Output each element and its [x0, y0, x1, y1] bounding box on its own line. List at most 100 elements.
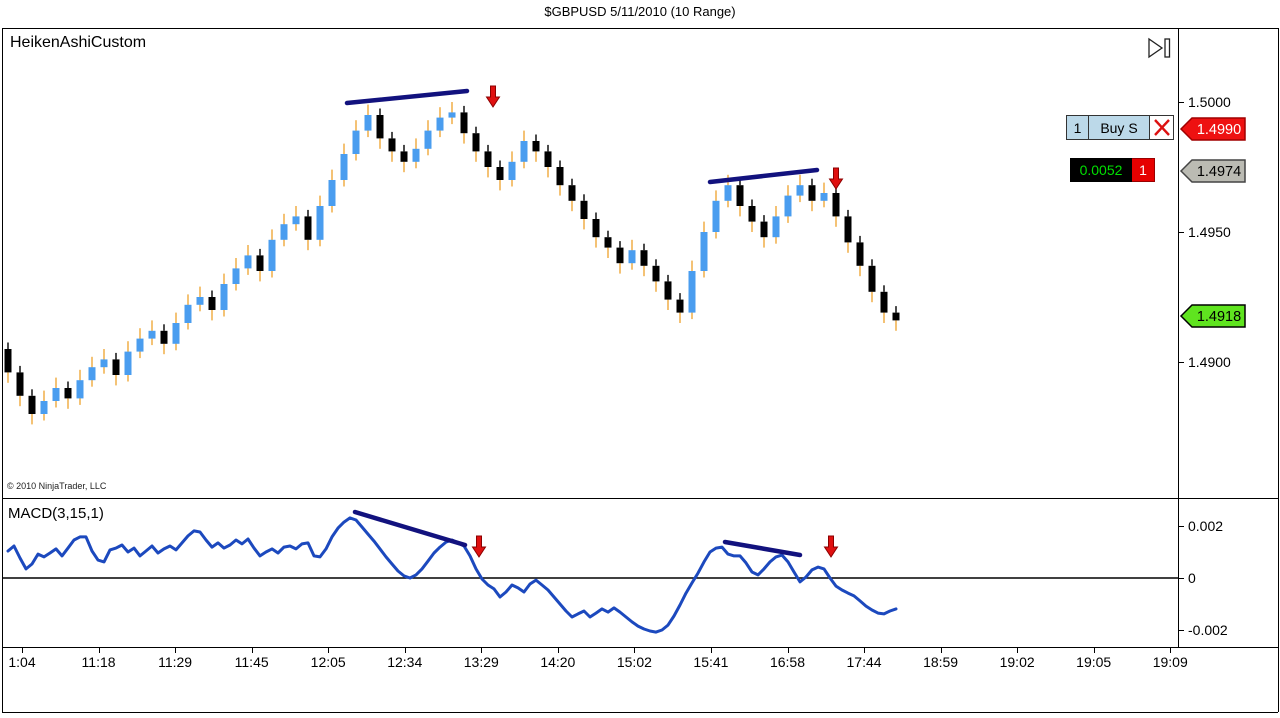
sell-signal-arrow[interactable] [823, 535, 839, 558]
candle-body [412, 148, 420, 162]
time-axis-label: 11:18 [81, 654, 116, 670]
candle-body [616, 247, 624, 264]
candle-body [280, 224, 288, 240]
position-row: 0.0052 1 [1070, 158, 1155, 182]
time-axis-label: 19:02 [999, 654, 1035, 670]
candle [232, 258, 240, 291]
candle [76, 369, 84, 405]
last-price-badge-text: 1.4918 [1197, 309, 1241, 325]
working-order-price-badge-shape [1179, 117, 1246, 141]
candle [892, 306, 900, 331]
candle [616, 241, 624, 274]
trendline[interactable] [344, 88, 470, 106]
candle-body [112, 359, 120, 375]
order-row: 1 Buy S [1066, 115, 1174, 140]
time-axis-tick [864, 647, 866, 653]
candle [16, 365, 24, 407]
candle [376, 108, 384, 149]
candle [772, 206, 780, 244]
candle [688, 260, 696, 320]
candle-body [868, 265, 876, 292]
candle-body [628, 250, 636, 264]
time-axis-label: 19:09 [1152, 654, 1188, 670]
candle-body [352, 130, 360, 154]
panel-divider[interactable] [2, 498, 1278, 499]
trendline[interactable] [707, 167, 820, 185]
candle-body [52, 388, 60, 401]
frame-bottom-border [2, 712, 1278, 713]
candle-body [844, 216, 852, 243]
candle-body [808, 185, 816, 201]
price-axis-tick [1178, 102, 1184, 103]
candle-body [592, 219, 600, 238]
time-axis[interactable]: 1:04 11:18 11:29 11:45 12:05 12:34 13:29 14:20 1… [2, 647, 1278, 687]
candle-body [508, 161, 516, 180]
candle [340, 143, 348, 187]
price-chart-canvas[interactable] [2, 28, 1178, 498]
candle [244, 245, 252, 275]
trendline[interactable] [352, 509, 468, 548]
candle [796, 174, 804, 203]
working-order-price-badge-text: 1.4990 [1197, 122, 1241, 138]
trendline[interactable] [722, 539, 803, 558]
candle [112, 352, 120, 386]
time-axis-label: 13:29 [463, 654, 499, 670]
macd-axis-label: 0 [1188, 570, 1196, 586]
time-axis-label: 11:29 [158, 654, 193, 670]
cancel-order-button[interactable] [1150, 115, 1174, 140]
sell-signal-arrow[interactable] [828, 167, 844, 190]
play-triangle-icon [1148, 37, 1164, 59]
order-quantity-button[interactable]: 1 [1066, 115, 1089, 140]
candle-body [316, 206, 324, 240]
sell-signal-arrow[interactable] [485, 85, 501, 108]
candle-body [748, 206, 756, 222]
candle [316, 195, 324, 247]
candle-body [496, 167, 504, 180]
macd-axis-label: 0.002 [1188, 518, 1224, 534]
time-axis-label: 1:04 [8, 654, 36, 670]
candle [220, 273, 228, 317]
candle-body [580, 200, 588, 219]
candle-body [772, 216, 780, 238]
candle-body [640, 250, 648, 266]
sell-signal-arrow[interactable] [471, 535, 487, 558]
candle [532, 134, 540, 162]
macd-chart-canvas[interactable] [2, 498, 1178, 647]
candle [328, 169, 336, 213]
candle [364, 104, 372, 138]
price-axis-label: 1.4950 [1188, 224, 1231, 240]
candle [544, 144, 552, 178]
candle [40, 390, 48, 421]
candle-body [40, 401, 48, 414]
entry-price-badge-shape [1179, 158, 1246, 183]
price-axis[interactable]: 1.5000 1.4950 1.4900 0.002 0 -0.002 1.4990 1.49… [1178, 28, 1278, 647]
working-order-price-badge[interactable]: 1.4990 [1179, 116, 1248, 142]
time-axis-border [2, 647, 1278, 648]
time-axis-label: 16:58 [769, 654, 806, 670]
order-action-button[interactable]: Buy S [1089, 115, 1150, 140]
candle-body [736, 185, 744, 206]
candle-body [520, 141, 528, 162]
unrealized-pnl-display: 0.0052 [1070, 158, 1132, 182]
candle-body [448, 112, 456, 118]
last-price-badge: 1.4918 [1179, 304, 1246, 328]
value-axis-border [1178, 28, 1179, 647]
candle [580, 194, 588, 230]
candle [676, 293, 684, 323]
skip-to-end-icon[interactable] [1146, 36, 1172, 60]
time-axis-tick [634, 647, 636, 653]
copyright-text: © 2010 NinjaTrader, LLC [7, 481, 107, 491]
time-axis-tick [940, 647, 942, 653]
indicator-label: HeikenAshiCustom [10, 34, 147, 51]
candle [88, 356, 96, 387]
time-axis-label: 18:59 [923, 654, 959, 670]
price-axis-label: 1.5000 [1188, 94, 1231, 110]
candle [628, 239, 636, 270]
time-axis-tick [787, 647, 789, 653]
candle-body [256, 255, 264, 271]
red-x-icon [1153, 119, 1170, 136]
time-axis-tick [481, 647, 483, 653]
candle [592, 212, 600, 248]
candle [352, 120, 360, 161]
candle-body [832, 193, 840, 217]
